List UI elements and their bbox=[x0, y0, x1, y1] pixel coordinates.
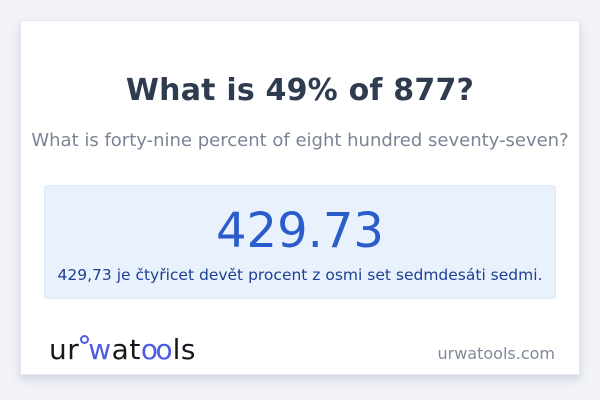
result-value: 429.73 bbox=[216, 203, 384, 260]
result-sentence: 429,73 je čtyřicet devět procent z osmi … bbox=[57, 265, 543, 284]
logo-segment-ur: ur bbox=[49, 333, 80, 367]
brand-logo: ur watools bbox=[49, 333, 196, 367]
logo-segment-ls: ls bbox=[172, 333, 196, 367]
page-title: What is 49% of 877? bbox=[125, 73, 475, 108]
degree-ring-icon bbox=[80, 335, 90, 345]
logo-segment-at: at bbox=[111, 333, 141, 367]
logo-segment-oo: oo bbox=[140, 333, 173, 367]
page-subtitle: What is forty-nine percent of eight hund… bbox=[31, 130, 569, 151]
result-box: 429.73 429,73 je čtyřicet devět procent … bbox=[44, 185, 556, 300]
logo-segment-w: w bbox=[88, 333, 112, 367]
card-footer: ur watools urwatools.com bbox=[21, 333, 579, 367]
site-url: urwatools.com bbox=[437, 344, 556, 363]
content-card: What is 49% of 877? What is forty-nine p… bbox=[20, 20, 580, 375]
